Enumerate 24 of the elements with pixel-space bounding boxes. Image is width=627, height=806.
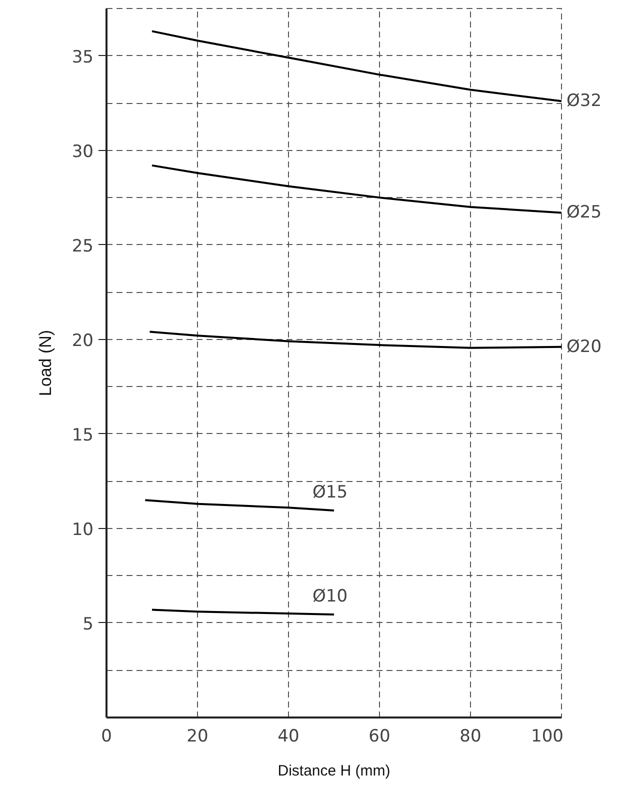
line-series <box>151 30 562 102</box>
x-tick-label: 60 <box>368 726 390 746</box>
series-label: Ø15 <box>312 482 348 502</box>
x-axis-title: Distance H (mm) <box>278 762 390 780</box>
y-tick-label: 30 <box>72 142 94 162</box>
series-label: Ø10 <box>312 586 348 606</box>
y-tick-label: 20 <box>72 330 94 351</box>
x-tick-label: 20 <box>186 726 208 746</box>
y-tick-label: 10 <box>72 520 94 540</box>
series-label: Ø20 <box>566 336 602 357</box>
y-tick-label: 5 <box>82 614 94 634</box>
x-tick-label: 100 <box>531 726 564 746</box>
line-series <box>144 499 335 512</box>
x-tick-label: 40 <box>278 726 300 746</box>
y-tick-label: 15 <box>72 425 94 446</box>
line-series <box>151 164 562 214</box>
x-tick-label: 80 <box>460 726 482 746</box>
y-tick-label: 35 <box>72 47 94 68</box>
y-tick-label: 25 <box>72 236 94 256</box>
series-label: Ø25 <box>566 202 602 223</box>
series-label: Ø32 <box>566 91 602 112</box>
x-tick-label: 0 <box>101 726 112 746</box>
line-series <box>148 330 562 349</box>
y-axis-title: Load (N) <box>36 330 55 396</box>
